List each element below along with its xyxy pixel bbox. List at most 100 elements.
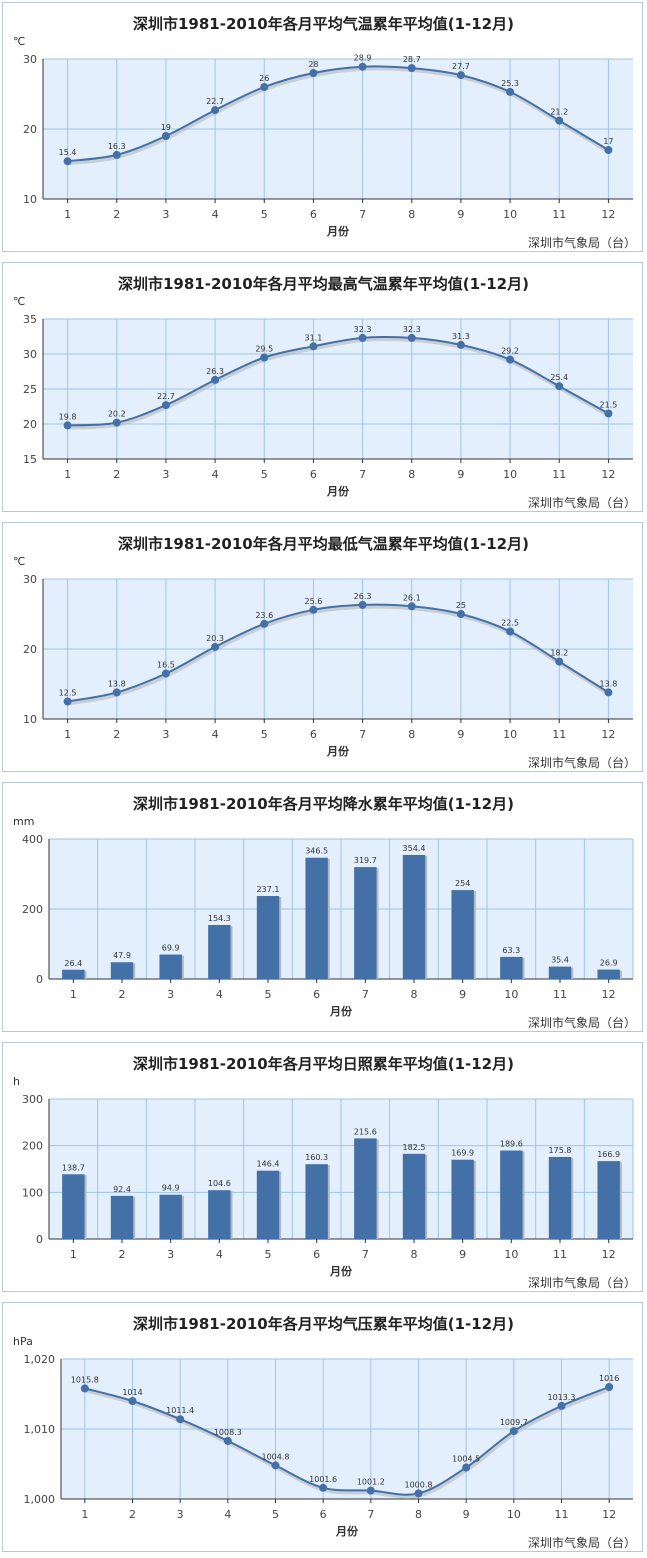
data-point bbox=[319, 1483, 328, 1492]
data-label: 237.1 bbox=[257, 885, 280, 894]
data-label: 28.7 bbox=[403, 55, 421, 64]
data-point bbox=[223, 1436, 232, 1445]
data-point bbox=[456, 340, 465, 349]
x-tick-label: 2 bbox=[113, 468, 120, 481]
source-credit: 深圳市气象局（台） bbox=[528, 755, 636, 770]
x-tick-label: 2 bbox=[129, 1508, 136, 1521]
x-tick-label: 11 bbox=[555, 1508, 569, 1521]
x-tick-label: 9 bbox=[457, 468, 464, 481]
data-point bbox=[161, 669, 170, 678]
x-tick-label: 2 bbox=[113, 728, 120, 741]
x-tick-label: 12 bbox=[601, 208, 615, 221]
data-point bbox=[112, 688, 121, 697]
data-point bbox=[63, 421, 72, 430]
data-label: 1009.7 bbox=[500, 1418, 528, 1427]
data-label: 25 bbox=[456, 601, 466, 610]
x-tick-label: 12 bbox=[601, 728, 615, 741]
y-tick-label: 25 bbox=[23, 383, 37, 396]
x-tick-label: 11 bbox=[553, 1248, 567, 1261]
x-tick-label: 8 bbox=[411, 1248, 418, 1261]
y-tick-label: 15 bbox=[23, 453, 37, 466]
x-tick-label: 6 bbox=[310, 208, 317, 221]
data-point bbox=[358, 333, 367, 342]
x-tick-label: 9 bbox=[457, 208, 464, 221]
x-tick-label: 8 bbox=[408, 468, 415, 481]
x-tick-label: 9 bbox=[459, 1248, 466, 1261]
source-credit: 深圳市气象局（台） bbox=[528, 495, 636, 510]
series-line bbox=[67, 65, 609, 163]
chart-precipitation: 深圳市1981-2010年各月平均降水累年平均值(1-12月) mm 0 200 400… bbox=[13, 795, 636, 1030]
bar bbox=[159, 1194, 182, 1239]
bar bbox=[500, 956, 523, 979]
x-tick-label: 7 bbox=[367, 1508, 374, 1521]
data-label: 16.5 bbox=[157, 661, 175, 670]
y-tick-label: 30 bbox=[23, 348, 37, 361]
y-axis-unit: ℃ bbox=[13, 555, 25, 568]
x-tick-label: 2 bbox=[119, 1248, 126, 1261]
data-label: 29.2 bbox=[501, 347, 519, 356]
y-axis-unit: ℃ bbox=[13, 35, 25, 48]
data-label: 26.1 bbox=[403, 593, 421, 602]
chart-panel-min-temperature: 深圳市1981-2010年各月平均最低气温累年平均值(1-12月) ℃ 10 20 30… bbox=[2, 522, 643, 772]
data-label: 17 bbox=[603, 137, 613, 146]
bar bbox=[305, 857, 328, 979]
data-label: 138.7 bbox=[62, 1163, 85, 1172]
chart-title: 深圳市1981-2010年各月平均最低气温累年平均值(1-12月) bbox=[118, 535, 529, 553]
data-label: 354.4 bbox=[403, 844, 426, 853]
data-label: 35.4 bbox=[551, 956, 569, 965]
data-point bbox=[211, 642, 220, 651]
data-point bbox=[366, 1486, 375, 1495]
x-tick-label: 5 bbox=[272, 1508, 279, 1521]
x-tick-label: 10 bbox=[507, 1508, 521, 1521]
data-point bbox=[161, 132, 170, 140]
data-label: 254 bbox=[455, 879, 470, 888]
data-label: 16.3 bbox=[108, 142, 126, 151]
data-point bbox=[358, 600, 367, 609]
x-tick-label: 1 bbox=[64, 728, 71, 741]
data-point bbox=[211, 375, 220, 384]
data-label: 346.5 bbox=[305, 847, 328, 856]
data-point bbox=[407, 64, 416, 73]
source-credit: 深圳市气象局（台） bbox=[528, 1015, 636, 1030]
y-tick-label: 20 bbox=[23, 418, 37, 431]
data-label: 169.9 bbox=[451, 1149, 474, 1158]
data-label: 69.9 bbox=[162, 944, 180, 953]
data-point bbox=[309, 605, 318, 614]
x-tick-label: 11 bbox=[552, 728, 566, 741]
x-tick-label: 7 bbox=[359, 208, 366, 221]
data-label: 31.3 bbox=[452, 332, 470, 341]
x-tick-label: 10 bbox=[503, 468, 517, 481]
data-label: 189.6 bbox=[500, 1140, 523, 1149]
data-point bbox=[557, 1401, 566, 1410]
data-point bbox=[211, 106, 220, 115]
data-label: 1004.8 bbox=[262, 1452, 290, 1461]
bar bbox=[256, 896, 280, 979]
bar bbox=[208, 924, 231, 979]
x-tick-label: 9 bbox=[463, 1508, 470, 1521]
x-tick-label: 4 bbox=[212, 728, 219, 741]
x-tick-label: 3 bbox=[162, 468, 169, 481]
bar bbox=[305, 1164, 328, 1239]
x-tick-label: 12 bbox=[602, 988, 616, 1001]
y-tick-label: 400 bbox=[22, 833, 43, 846]
data-label: 29.5 bbox=[255, 345, 273, 354]
x-axis-label: 月份 bbox=[326, 744, 350, 758]
x-tick-label: 10 bbox=[503, 728, 517, 741]
data-label: 182.5 bbox=[403, 1143, 426, 1152]
y-tick-label: 35 bbox=[23, 313, 37, 326]
data-point bbox=[456, 610, 465, 618]
data-point bbox=[63, 697, 72, 706]
chart-title: 深圳市1981-2010年各月平均气温累年平均值(1-12月) bbox=[133, 15, 514, 33]
data-point bbox=[462, 1463, 471, 1472]
x-tick-label: 5 bbox=[265, 988, 272, 1001]
data-point bbox=[176, 1415, 185, 1424]
series-line-shadow bbox=[68, 604, 611, 706]
data-label: 166.9 bbox=[597, 1150, 620, 1159]
data-point bbox=[309, 69, 318, 77]
bar bbox=[62, 969, 85, 979]
data-label: 13.8 bbox=[600, 679, 618, 688]
data-label: 1014 bbox=[122, 1388, 142, 1397]
data-label: 63.3 bbox=[502, 946, 520, 955]
data-label: 26.3 bbox=[206, 367, 224, 376]
data-point bbox=[604, 409, 613, 418]
